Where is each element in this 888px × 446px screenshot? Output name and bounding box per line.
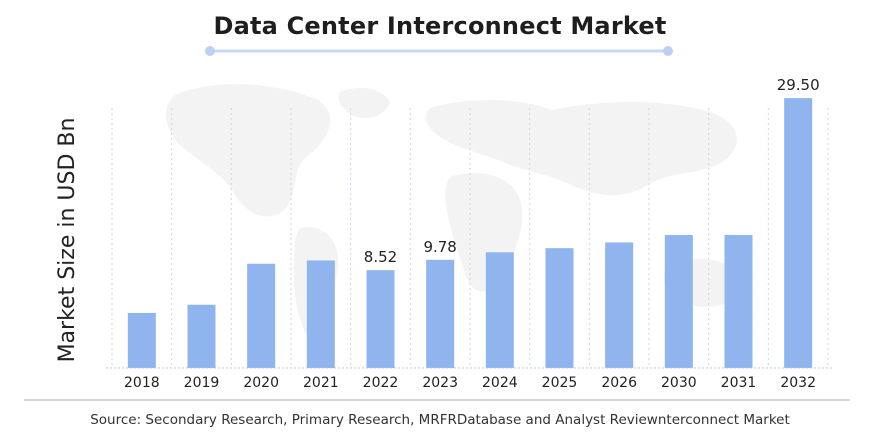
bar-2018 xyxy=(127,312,156,368)
x-tick-label: 2024 xyxy=(482,375,518,391)
bar-2025 xyxy=(545,248,574,368)
chart-title: Data Center Interconnect Market xyxy=(213,12,667,40)
x-tick-label: 2022 xyxy=(363,375,399,391)
bar-2021 xyxy=(306,260,335,368)
x-tick-label: 2019 xyxy=(184,375,220,391)
x-tick-label: 2023 xyxy=(422,375,458,391)
x-tick-label: 2031 xyxy=(721,375,757,391)
title-underline-dot-right xyxy=(663,46,673,56)
x-tick-label: 2021 xyxy=(303,375,339,391)
bar-2023 xyxy=(426,259,455,368)
x-tick-label: 2020 xyxy=(243,375,279,391)
title-underline-dot-left xyxy=(205,46,215,56)
x-tick-label: 2032 xyxy=(780,375,816,391)
bar-2032 xyxy=(784,98,813,368)
bar-2022 xyxy=(366,270,395,368)
x-tick-label: 2025 xyxy=(542,375,578,391)
footer-divider xyxy=(24,399,850,401)
data-label-2023: 9.78 xyxy=(423,238,456,256)
bar-2020 xyxy=(247,263,276,368)
bar-2031 xyxy=(724,235,753,368)
source-note: Source: Secondary Research, Primary Rese… xyxy=(90,412,790,428)
bar-2030 xyxy=(664,235,693,368)
data-label-2022: 8.52 xyxy=(364,248,397,266)
data-label-2032: 29.50 xyxy=(777,76,820,94)
y-axis-label: Market Size in USD Bn xyxy=(55,118,80,363)
bar-2026 xyxy=(605,242,634,368)
x-tick-label: 2026 xyxy=(601,375,637,391)
x-tick-label: 2030 xyxy=(661,375,697,391)
x-tick-label: 2018 xyxy=(124,375,160,391)
bar-2019 xyxy=(187,304,216,368)
bar-2024 xyxy=(485,252,514,368)
